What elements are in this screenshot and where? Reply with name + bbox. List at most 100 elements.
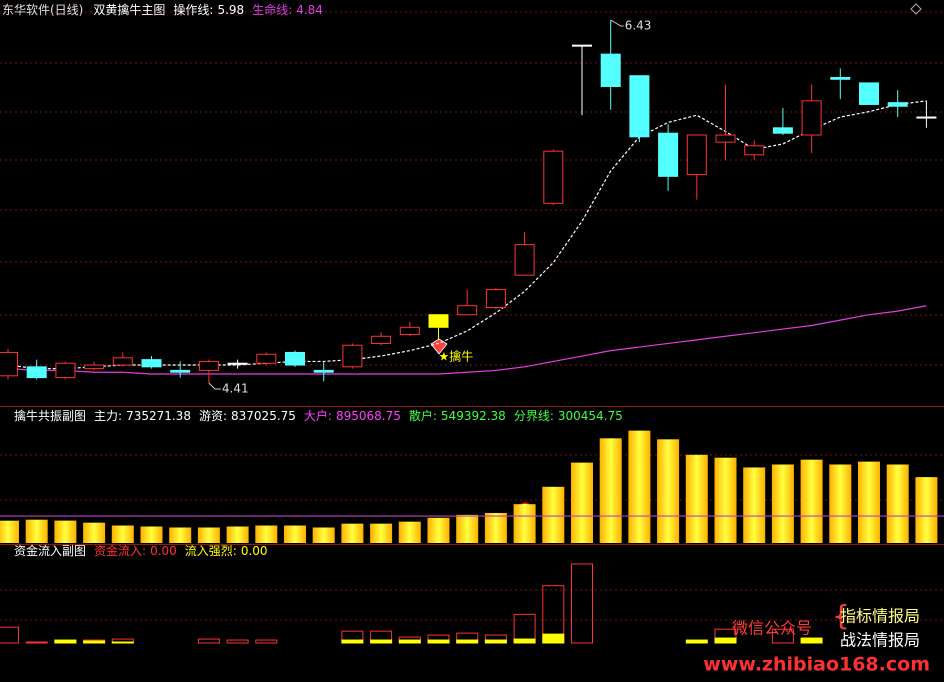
candle-body xyxy=(801,100,822,136)
bar xyxy=(54,520,77,543)
annotation-arrow xyxy=(208,382,221,390)
bar xyxy=(370,639,393,644)
legend-value: 5.98 xyxy=(217,3,244,17)
bar xyxy=(484,512,507,543)
candle-body xyxy=(744,145,765,156)
signal-diamond xyxy=(430,338,448,355)
legend-label: 主力: xyxy=(94,409,122,423)
bar xyxy=(800,459,823,543)
bar xyxy=(628,430,651,543)
menu-icon[interactable] xyxy=(910,3,922,15)
candle-body xyxy=(399,326,420,335)
candle-body xyxy=(227,362,248,365)
bar xyxy=(341,523,364,543)
bar xyxy=(226,639,249,644)
legend-label: 分界线: xyxy=(514,409,554,423)
low-annotation: 4.41 xyxy=(222,382,249,396)
candle-body xyxy=(55,362,76,379)
high-annotation: 6.43 xyxy=(625,19,652,33)
bar xyxy=(111,641,134,644)
bar xyxy=(915,477,938,543)
candle-body xyxy=(198,360,219,371)
stock-name: 东华软件(日线) xyxy=(2,3,83,17)
candle-body xyxy=(26,366,47,379)
bar xyxy=(226,526,249,543)
bar xyxy=(456,639,479,644)
candle-body xyxy=(84,364,105,370)
candle-body xyxy=(629,75,650,138)
indicator-line xyxy=(7,305,927,375)
legend-value: 549392.38 xyxy=(441,409,506,423)
bar xyxy=(743,467,766,543)
bar xyxy=(284,525,306,543)
bar xyxy=(0,626,19,644)
legend-label: 游资: xyxy=(199,409,227,423)
bar xyxy=(685,639,708,644)
candle-body xyxy=(170,369,191,373)
bar xyxy=(771,464,794,543)
bar xyxy=(714,457,737,543)
bar xyxy=(83,640,106,644)
annotation-arrow xyxy=(610,19,624,27)
watermark-url: www.zhibiao168.com xyxy=(703,654,930,676)
candle-body xyxy=(457,305,478,316)
legend-label: 散户: xyxy=(409,408,437,423)
bar xyxy=(657,439,680,543)
bar xyxy=(599,438,622,543)
bar xyxy=(771,628,794,644)
legend-label: 操作线: xyxy=(173,2,213,17)
candle-body xyxy=(715,134,736,143)
candle-body xyxy=(830,77,851,80)
candle-body xyxy=(313,369,334,373)
bar xyxy=(370,523,393,543)
candle-body xyxy=(112,357,133,366)
bar xyxy=(571,462,593,543)
bar xyxy=(858,461,880,543)
pane-header: 资金流入副图 资金流入: 0.00 流入强烈: 0.00 xyxy=(14,543,268,558)
bar xyxy=(571,563,593,644)
bar xyxy=(169,527,192,543)
candle-body xyxy=(916,116,937,119)
chart-title: 资金流入副图 xyxy=(14,543,86,558)
chart-title: 双黄擒牛主图 xyxy=(93,2,165,17)
candle-body xyxy=(658,132,679,177)
bar xyxy=(0,520,19,543)
watermark-brace: { xyxy=(832,599,850,632)
candle-body xyxy=(285,351,305,366)
bar xyxy=(456,514,479,543)
chart-title: 擒牛共振副图 xyxy=(14,408,86,423)
candle-body xyxy=(256,353,277,364)
candle-body xyxy=(859,82,879,105)
bar xyxy=(197,638,220,644)
bar xyxy=(25,519,48,543)
candle-body xyxy=(342,344,363,368)
bar xyxy=(427,639,450,644)
signal-label: ★擒牛 xyxy=(439,348,474,363)
legend-label: 资金流入: xyxy=(94,543,146,558)
bar xyxy=(312,527,335,543)
bar xyxy=(513,504,536,543)
watermark-label: 微信公众号 xyxy=(732,619,812,638)
legend-value: 0.00 xyxy=(150,544,177,558)
bar xyxy=(886,464,909,543)
bar xyxy=(111,525,134,543)
bar xyxy=(140,526,163,543)
indicator-line xyxy=(7,100,927,370)
bar xyxy=(484,639,507,644)
legend-label: 大户: xyxy=(304,408,332,423)
bar xyxy=(341,639,364,644)
bar xyxy=(54,639,77,644)
bar xyxy=(800,637,823,644)
candle-body xyxy=(0,351,18,377)
legend-value: 895068.75 xyxy=(336,409,401,423)
candle-body xyxy=(514,244,535,276)
bar xyxy=(714,637,737,644)
candle-body xyxy=(141,359,162,368)
legend-value: 735271.38 xyxy=(126,409,191,423)
pane-header: 擒牛共振副图 主力: 735271.38 游资: 837025.75 大户: 895068.… xyxy=(14,408,623,423)
pane-header: 东华软件(日线) 双黄擒牛主图 操作线: 5.98 生命线: 4.84 xyxy=(2,2,323,17)
bar xyxy=(398,639,421,644)
bar xyxy=(427,517,450,543)
